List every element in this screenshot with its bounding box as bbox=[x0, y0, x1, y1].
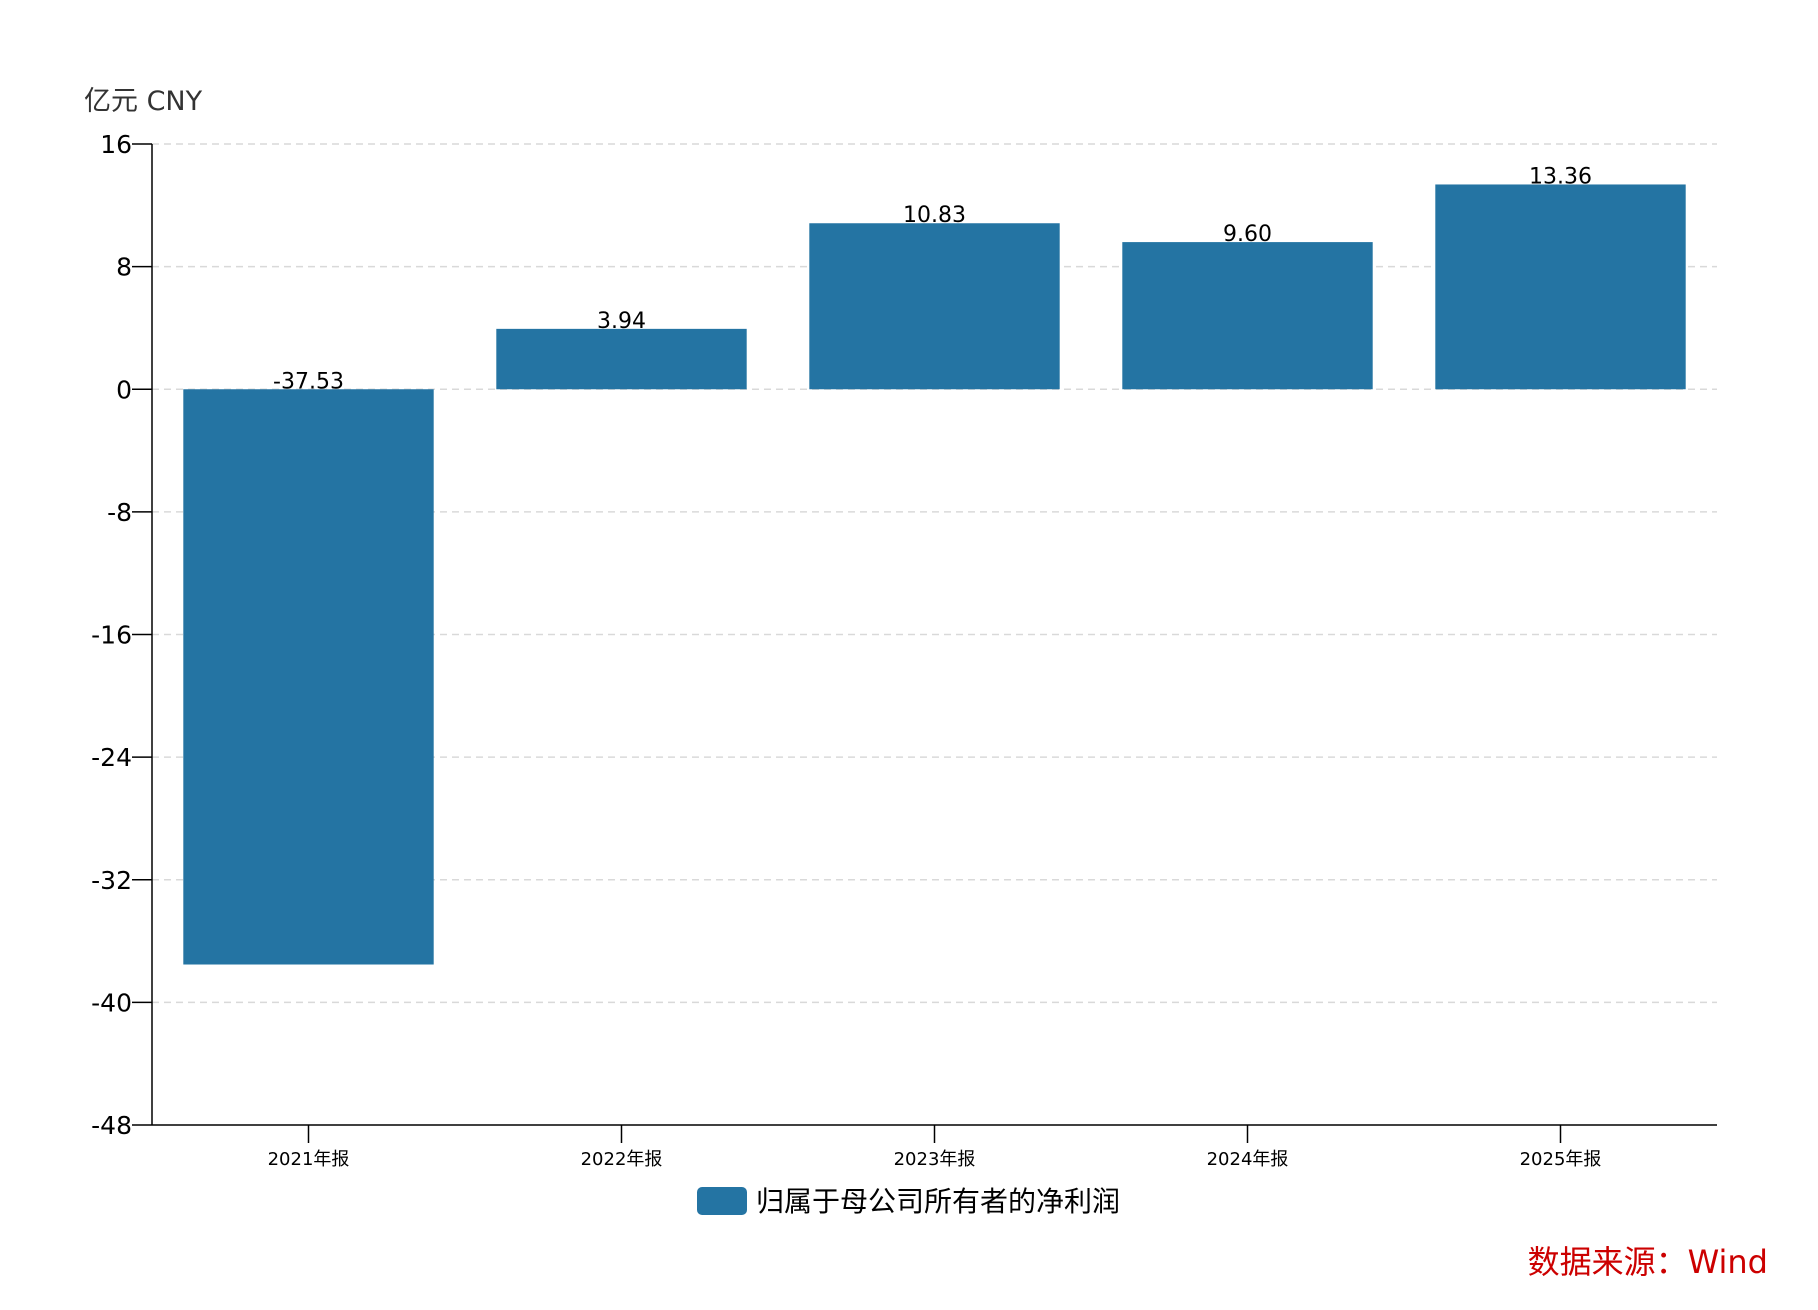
y-axis-ticks: 16 8 0 -8 -16 -24 -32 -40 -48 bbox=[91, 130, 152, 1140]
x-tick-label: 2022年报 bbox=[581, 1149, 663, 1170]
data-source-label: 数据来源：Wind bbox=[1528, 1243, 1768, 1281]
y-tick-label: 0 bbox=[116, 375, 132, 404]
value-label: 10.83 bbox=[903, 203, 966, 228]
legend-label: 归属于母公司所有者的净利润 bbox=[756, 1185, 1120, 1218]
y-tick-label: -8 bbox=[107, 498, 132, 527]
value-label: -37.53 bbox=[273, 369, 344, 394]
x-tick-label: 2021年报 bbox=[268, 1149, 350, 1170]
x-tick-label: 2025年报 bbox=[1520, 1149, 1602, 1170]
bar-2023年报[interactable] bbox=[809, 223, 1060, 390]
x-axis-ticks: 2021年报 2022年报 2023年报 2024年报 2025年报 bbox=[268, 1125, 1602, 1170]
value-label: 9.60 bbox=[1223, 222, 1272, 247]
y-tick-label: 16 bbox=[100, 130, 132, 159]
x-tick-label: 2024年报 bbox=[1207, 1149, 1289, 1170]
y-tick-label: -24 bbox=[91, 743, 132, 772]
bars bbox=[183, 184, 1686, 965]
bar-2021年报[interactable] bbox=[183, 389, 434, 965]
y-tick-label: 8 bbox=[116, 253, 132, 282]
x-tick-label: 2023年报 bbox=[894, 1149, 976, 1170]
y-axis-unit-label: 亿元 CNY bbox=[84, 86, 203, 117]
bar-2022年报[interactable] bbox=[496, 328, 747, 390]
y-tick-label: -48 bbox=[91, 1111, 132, 1140]
y-tick-label: -40 bbox=[91, 988, 132, 1017]
bar-2024年报[interactable] bbox=[1122, 242, 1373, 390]
legend-swatch bbox=[697, 1187, 747, 1215]
value-label: 3.94 bbox=[597, 309, 646, 334]
value-labels: -37.53 3.94 10.83 9.60 13.36 bbox=[273, 164, 1592, 394]
y-tick-label: -16 bbox=[91, 621, 132, 650]
value-label: 13.36 bbox=[1529, 164, 1592, 189]
bar-2025年报[interactable] bbox=[1435, 184, 1686, 390]
y-tick-label: -32 bbox=[91, 866, 132, 895]
legend[interactable]: 归属于母公司所有者的净利润 bbox=[697, 1185, 1120, 1218]
